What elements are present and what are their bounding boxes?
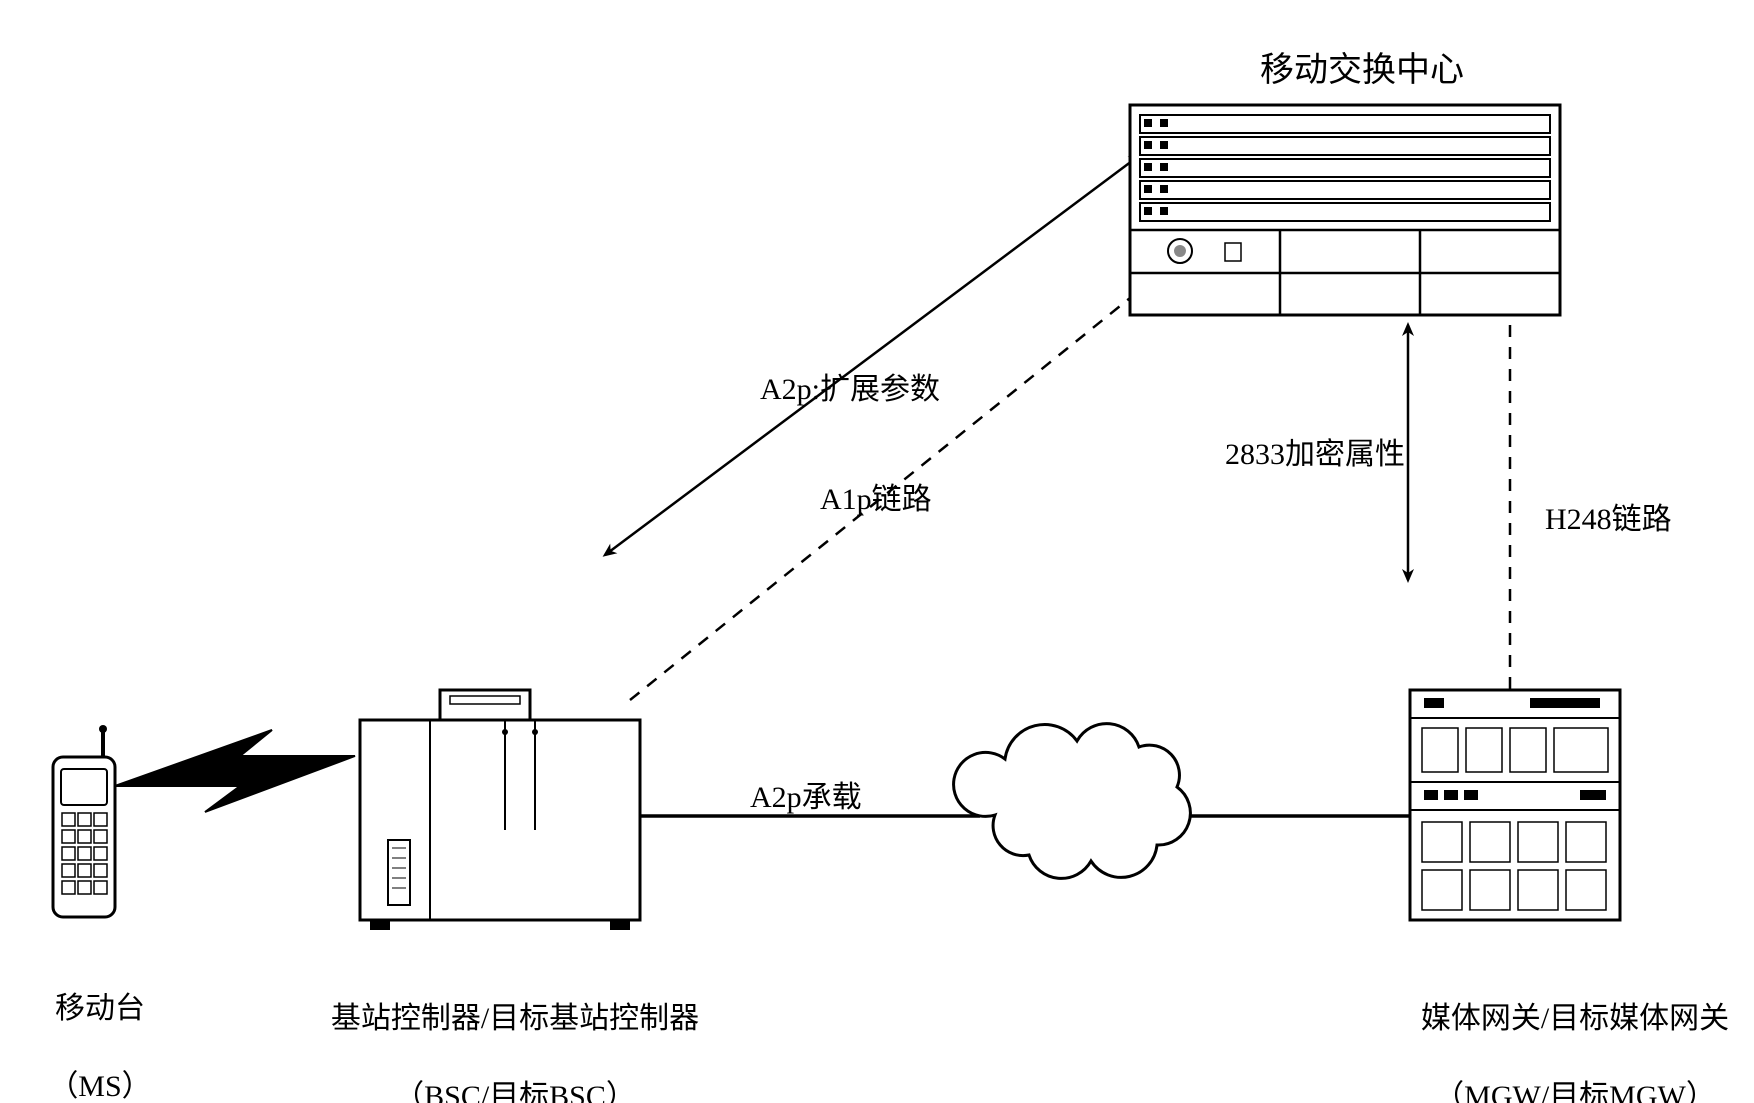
ms-label: 移动台 （MS） [0, 950, 170, 1103]
radio-link-lightning-icon [115, 730, 355, 812]
a2p-bearer-label: A2p承载 [750, 778, 862, 817]
a1p-link-label: A1p链路 [820, 480, 932, 519]
mobile-station-icon [53, 725, 115, 917]
msce-label-line2: （MSCe） [1285, 141, 1440, 178]
ipcloud-label: IP网络 [1012, 800, 1093, 836]
diagram-stage: 移动交换中心 （MSCe） 移动台 （MS） 基站控制器/目标基站控制器 （BS… [0, 0, 1754, 1103]
rfc2833-crypto-label: 2833加密属性 [1225, 435, 1405, 474]
a2p-ext-param-label: A2p:扩展参数 [760, 370, 940, 409]
ms-label-line2: （MS） [48, 1070, 151, 1103]
ms-label-line1: 移动台 [55, 992, 145, 1025]
bsc-label: 基站控制器/目标基站控制器 （BSC/目标BSC） [260, 960, 740, 1103]
h248-link-label: H248链路 [1545, 500, 1672, 539]
msce-label-line1: 移动交换中心 [1260, 52, 1464, 89]
mgw-label-line2: （MGW/目标MGW） [1434, 1080, 1716, 1103]
msce-label: 移动交换中心 （MSCe） [1130, 5, 1560, 226]
base-station-controller-icon [360, 690, 640, 930]
mgw-label: 媒体网关/目标媒体网关 （MGW/目标MGW） [1370, 960, 1750, 1103]
media-gateway-icon [1410, 690, 1620, 920]
mgw-label-line1: 媒体网关/目标媒体网关 [1421, 1002, 1729, 1035]
bsc-label-line1: 基站控制器/目标基站控制器 [331, 1002, 699, 1035]
bsc-label-line2: （BSC/目标BSC） [394, 1080, 636, 1103]
